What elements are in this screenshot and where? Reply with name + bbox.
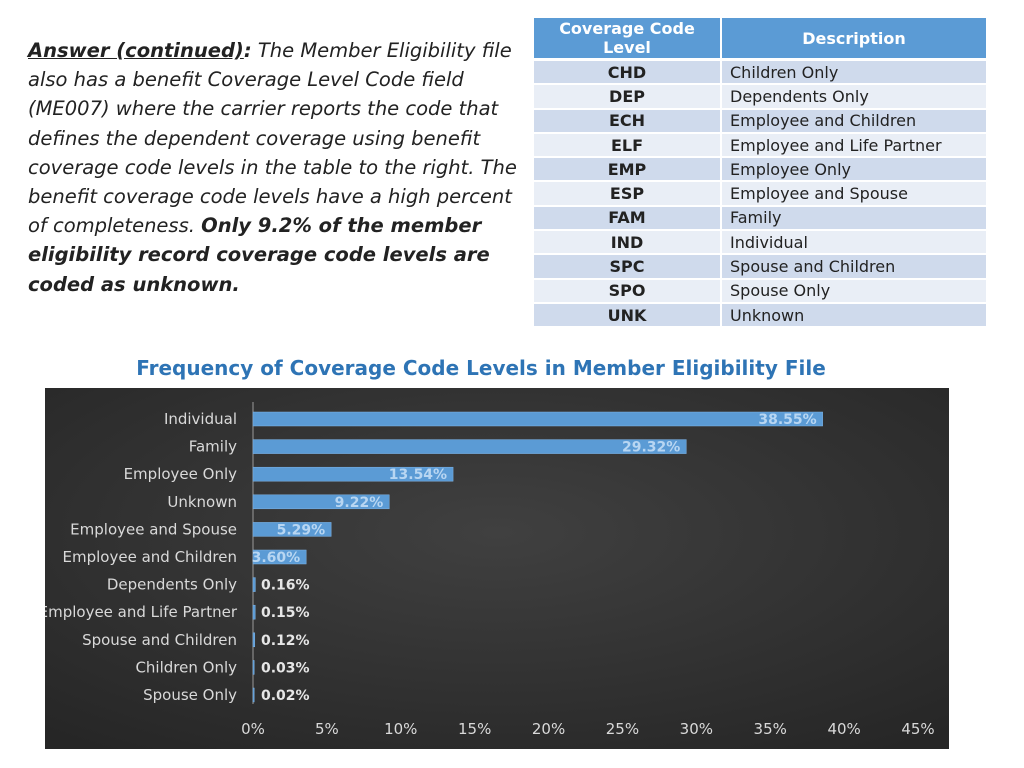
data-label: 29.32% <box>622 440 680 456</box>
table-row: ECH Employee and Children <box>534 108 986 134</box>
description-cell: Dependents Only <box>721 84 986 110</box>
bar <box>252 660 255 675</box>
answer-paragraph: Answer (continued): The Member Eligibili… <box>28 36 520 299</box>
x-tick-label: 5% <box>315 720 339 738</box>
table-header-row: Coverage Code Level Description <box>534 18 986 61</box>
code-cell: CHD <box>534 59 722 86</box>
data-label: 3.60% <box>252 550 301 566</box>
table-body: CHD Children Only DEP Dependents Only ECH Emp… <box>534 59 986 329</box>
category-label: Employee and Life Partner <box>45 603 238 621</box>
bar <box>252 549 307 565</box>
data-label: 0.12% <box>261 633 310 649</box>
answer-lead: Answer (continued) <box>28 39 244 62</box>
bar <box>252 494 390 510</box>
category-label: Employee and Spouse <box>70 520 237 538</box>
category-label: Dependents Only <box>107 576 237 594</box>
code-cell: DEP <box>534 84 722 110</box>
category-label: Employee Only <box>124 465 238 483</box>
table-row: UNK Unknown <box>534 302 986 329</box>
category-label: Spouse and Children <box>82 631 237 649</box>
description-cell: Employee and Children <box>721 108 986 134</box>
description-cell: Family <box>721 205 986 232</box>
data-label: 5.29% <box>277 522 326 538</box>
data-label: 0.16% <box>261 578 310 594</box>
x-tick-label: 20% <box>532 720 565 738</box>
description-cell: Spouse Only <box>721 278 986 304</box>
table-row: ESP Employee and Spouse <box>534 181 986 207</box>
bar <box>252 522 332 537</box>
data-label: 0.03% <box>261 660 310 676</box>
bar <box>252 577 256 592</box>
category-label: Spouse Only <box>143 686 237 704</box>
data-label: 0.02% <box>261 688 310 704</box>
x-tick-label: 10% <box>384 720 417 738</box>
table-row: DEP Dependents Only <box>534 84 986 110</box>
bar <box>252 604 256 620</box>
code-cell: ESP <box>534 181 722 207</box>
header-coverage-code-level: Coverage Code Level <box>534 18 722 61</box>
code-cell: FAM <box>534 205 722 232</box>
answer-body: The Member Eligibility file also has a b… <box>28 39 517 238</box>
code-cell: SPO <box>534 278 722 304</box>
description-cell: Children Only <box>721 59 986 86</box>
table-row: SPO Spouse Only <box>534 278 986 304</box>
code-cell: UNK <box>534 302 722 329</box>
bar <box>252 411 823 427</box>
bar <box>252 632 256 648</box>
table-row: ELF Employee and Life Partner <box>534 132 986 159</box>
data-label: 13.54% <box>389 467 447 483</box>
x-tick-label: 25% <box>606 720 639 738</box>
chart-title: Frequency of Coverage Code Levels in Mem… <box>136 356 826 380</box>
x-tick-label: 40% <box>827 720 860 738</box>
bar <box>252 687 255 703</box>
table-row: FAM Family <box>534 205 986 232</box>
table-row: EMP Employee Only <box>534 157 986 183</box>
data-label: 9.22% <box>335 495 384 511</box>
x-tick-label: 15% <box>458 720 491 738</box>
description-cell: Employee Only <box>721 157 986 183</box>
table-row: CHD Children Only <box>534 59 986 86</box>
description-cell: Individual <box>721 230 986 256</box>
x-tick-label: 0% <box>241 720 265 738</box>
x-tick-label: 45% <box>901 720 934 738</box>
description-cell: Employee and Spouse <box>721 181 986 207</box>
bar <box>252 466 454 482</box>
coverage-frequency-chart: Individual 38.55% Family 29.32% Employee Onl… <box>45 388 949 749</box>
answer-colon: : <box>243 39 252 62</box>
category-label: Family <box>189 438 237 456</box>
category-label: Employee and Children <box>63 548 237 566</box>
category-label: Unknown <box>167 493 237 511</box>
data-label: 38.55% <box>758 412 816 428</box>
description-cell: Employee and Life Partner <box>721 132 986 159</box>
header-description: Description <box>721 18 986 61</box>
table-row: SPC Spouse and Children <box>534 254 986 280</box>
answer-emphasis: Only 9.2% of the member eligibility reco… <box>28 214 490 296</box>
description-cell: Unknown <box>721 302 986 329</box>
table-row: IND Individual <box>534 230 986 256</box>
code-cell: ELF <box>534 132 722 159</box>
x-tick-label: 35% <box>754 720 787 738</box>
coverage-code-table: Coverage Code Level Description CHD Child… <box>534 18 986 329</box>
code-cell: SPC <box>534 254 722 280</box>
code-cell: EMP <box>534 157 722 183</box>
category-label: Individual <box>164 410 237 428</box>
bar <box>252 439 687 454</box>
data-label: 0.15% <box>261 605 310 621</box>
description-cell: Spouse and Children <box>721 254 986 280</box>
category-label: Children Only <box>135 658 237 676</box>
code-cell: IND <box>534 230 722 256</box>
code-cell: ECH <box>534 108 722 134</box>
x-tick-label: 30% <box>680 720 713 738</box>
